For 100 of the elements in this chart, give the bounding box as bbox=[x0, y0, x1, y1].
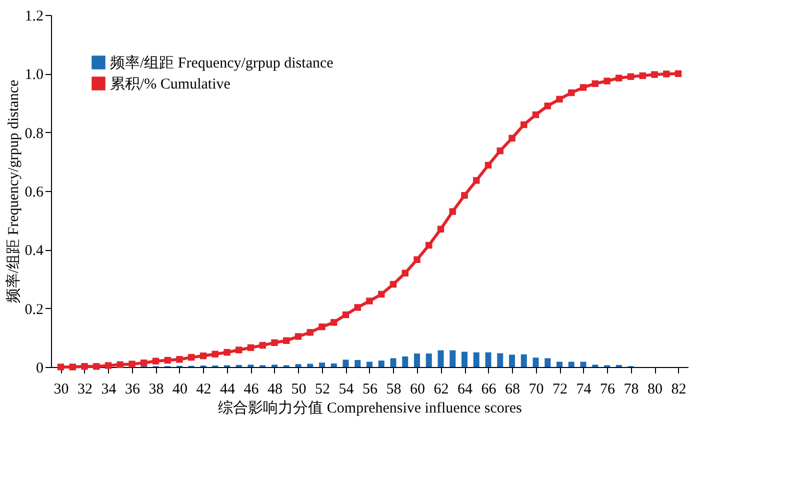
x-tick-label: 34 bbox=[101, 382, 117, 398]
y-tick-label: 1.2 bbox=[24, 8, 44, 24]
x-tick-label: 36 bbox=[125, 382, 140, 398]
bar bbox=[544, 358, 551, 367]
y-tick-label: 0.2 bbox=[24, 302, 44, 318]
x-tick-label: 74 bbox=[576, 382, 592, 398]
point bbox=[176, 356, 183, 363]
bar bbox=[378, 360, 384, 367]
point bbox=[437, 226, 444, 232]
point bbox=[402, 270, 408, 276]
bar bbox=[520, 354, 527, 367]
point bbox=[294, 333, 302, 340]
bar bbox=[485, 352, 492, 367]
point bbox=[354, 304, 361, 311]
point bbox=[663, 70, 670, 78]
x-tick-label: 54 bbox=[338, 382, 354, 398]
bar bbox=[402, 356, 408, 367]
point bbox=[128, 360, 136, 368]
point bbox=[164, 356, 171, 364]
legend-label: 频率/组距 Frequency/grpup distance bbox=[110, 54, 334, 72]
point bbox=[69, 364, 76, 370]
x-tick-label: 62 bbox=[434, 382, 449, 398]
bar bbox=[354, 360, 361, 367]
bar bbox=[580, 362, 586, 367]
point bbox=[140, 360, 148, 366]
x-tick-label: 66 bbox=[481, 382, 497, 398]
x-tick-label: 60 bbox=[410, 382, 425, 398]
point bbox=[520, 121, 528, 128]
point bbox=[426, 242, 432, 249]
bar bbox=[462, 352, 468, 367]
point bbox=[604, 78, 610, 84]
point bbox=[484, 162, 492, 169]
bar bbox=[532, 358, 539, 367]
point bbox=[81, 363, 88, 370]
point bbox=[330, 319, 338, 326]
bar bbox=[307, 364, 314, 367]
bar bbox=[330, 363, 337, 367]
bar bbox=[426, 354, 432, 367]
bar bbox=[450, 350, 456, 367]
bar bbox=[366, 362, 372, 367]
y-tick-label: 0.6 bbox=[24, 184, 44, 200]
x-tick-label: 58 bbox=[386, 382, 402, 398]
point bbox=[104, 362, 112, 369]
y-axis-title: 频率/组距 Frequency/grpup distance bbox=[4, 80, 22, 304]
point bbox=[306, 329, 314, 336]
point bbox=[236, 346, 242, 354]
point bbox=[627, 73, 634, 80]
point bbox=[378, 290, 385, 298]
x-tick-label: 42 bbox=[196, 382, 212, 398]
y-tick-label: 0.4 bbox=[24, 243, 44, 260]
x-tick-label: 32 bbox=[78, 382, 92, 398]
point bbox=[639, 72, 646, 80]
bar bbox=[556, 362, 562, 367]
point bbox=[414, 256, 420, 263]
x-tick-label: 64 bbox=[458, 382, 473, 398]
point bbox=[449, 208, 456, 215]
bar bbox=[390, 358, 396, 367]
x-tick-label: 50 bbox=[291, 382, 306, 398]
point bbox=[57, 364, 64, 370]
point bbox=[271, 339, 278, 346]
point bbox=[461, 192, 468, 199]
bar bbox=[295, 364, 302, 367]
bar bbox=[473, 352, 480, 367]
point bbox=[342, 311, 350, 318]
x-tick-label: 46 bbox=[244, 382, 260, 398]
x-tick-label: 40 bbox=[172, 382, 188, 398]
point bbox=[259, 342, 266, 349]
x-tick-label: 38 bbox=[148, 382, 164, 398]
point bbox=[496, 147, 504, 154]
y-tick-label: 1.0 bbox=[24, 67, 44, 84]
bar bbox=[568, 362, 574, 367]
point bbox=[473, 177, 480, 184]
point bbox=[200, 352, 207, 360]
point bbox=[152, 358, 160, 364]
point bbox=[568, 89, 575, 96]
x-tick-label: 80 bbox=[648, 382, 662, 398]
x-tick-label: 48 bbox=[268, 382, 282, 398]
x-tick-label: 44 bbox=[220, 382, 236, 398]
point bbox=[544, 102, 551, 110]
bar bbox=[319, 362, 325, 367]
x-tick-label: 78 bbox=[624, 382, 639, 398]
point bbox=[224, 348, 230, 356]
point bbox=[318, 323, 326, 330]
x-axis-title: 综合影响力分值 Comprehensive influence scores bbox=[218, 400, 522, 416]
y-tick-label: 0.8 bbox=[24, 126, 44, 142]
x-tick-label: 56 bbox=[362, 382, 378, 398]
point bbox=[651, 71, 658, 78]
point bbox=[390, 280, 397, 288]
y-tick-label: 0 bbox=[36, 360, 44, 376]
point bbox=[556, 96, 563, 103]
x-tick-label: 70 bbox=[528, 382, 544, 398]
bar bbox=[342, 360, 349, 367]
bar bbox=[509, 354, 515, 367]
point bbox=[93, 363, 100, 370]
point bbox=[212, 350, 218, 358]
point bbox=[508, 134, 516, 142]
legend-label: 累积/% Cumulative bbox=[110, 76, 231, 92]
point bbox=[247, 344, 254, 351]
point bbox=[580, 84, 587, 91]
point bbox=[674, 70, 682, 78]
